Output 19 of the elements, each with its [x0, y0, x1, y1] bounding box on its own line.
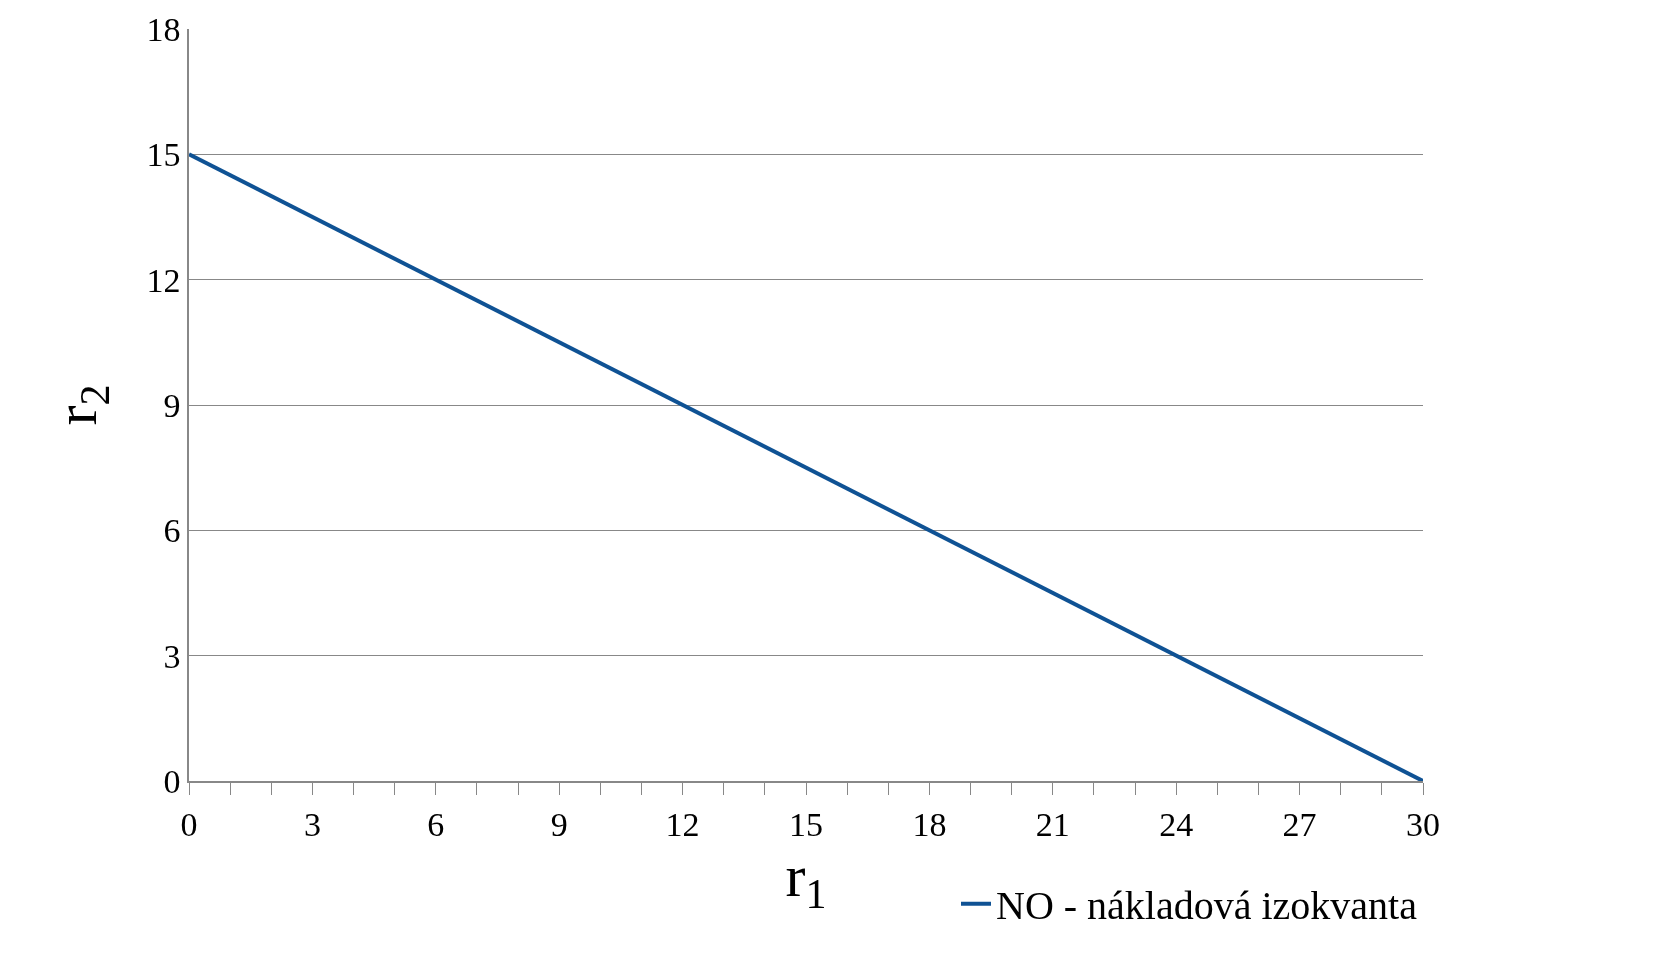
y-tick-label: 6	[163, 512, 181, 550]
y-tick-label: 18	[146, 10, 181, 48]
x-tick-label: 15	[789, 805, 823, 843]
x-tick-label: 27	[1282, 805, 1317, 843]
y-tick-label: 0	[163, 762, 181, 800]
x-tick-label: 12	[665, 805, 700, 843]
y-tick-label: 9	[163, 386, 181, 424]
x-tick-label: 30	[1406, 805, 1440, 843]
x-axis-title: r$_{1}$	[785, 842, 827, 918]
x-tick-label: 3	[303, 805, 321, 843]
x-tick-label: 9	[550, 805, 568, 843]
y-tick-label: 15	[146, 136, 181, 174]
y-tick-label: 3	[163, 637, 181, 675]
x-tick-label: 6	[427, 805, 445, 843]
legend-label: NO - nákladová izokvanta	[996, 883, 1418, 929]
x-tick-label: 21	[1035, 805, 1070, 843]
y-tick-label: 12	[146, 261, 181, 299]
x-tick-label: 18	[912, 805, 947, 843]
x-tick-label: 24	[1159, 805, 1194, 843]
